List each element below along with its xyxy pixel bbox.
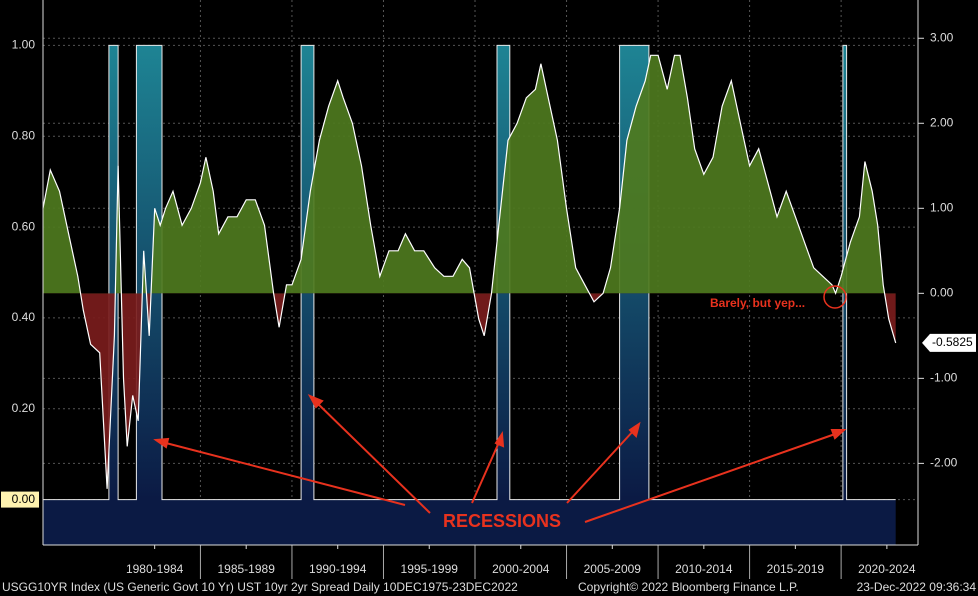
x-tick-label: 1990-1994: [309, 562, 367, 576]
y-tick-label: 0.80: [12, 128, 36, 142]
y-tick-label: 0.20: [12, 401, 36, 415]
x-tick-label: 2020-2024: [858, 562, 916, 576]
y2-tick-label: 0.00: [930, 286, 954, 300]
y-tick-highlight: [1, 491, 39, 508]
x-tick-label: 1985-1989: [217, 562, 275, 576]
x-tick-label: 2010-2014: [675, 562, 733, 576]
x-tick-label: 1980-1984: [126, 562, 184, 576]
footer-center: Copyright© 2022 Bloomberg Finance L.P.: [578, 580, 799, 594]
y2-tick-label: 1.00: [930, 200, 954, 214]
y2-tick-label: 3.00: [930, 30, 954, 44]
y2-tick-label: -2.00: [930, 456, 958, 470]
y-tick-label: 0.60: [12, 219, 36, 233]
last-value-label: -0.5825: [932, 335, 973, 349]
footer-right: 23-Dec-2022 09:36:34: [857, 580, 977, 594]
y2-tick-label: -1.00: [930, 371, 958, 385]
y-tick-label: 0.00: [12, 492, 36, 506]
x-tick-label: 2000-2004: [492, 562, 550, 576]
last-value-tag: [922, 333, 976, 352]
x-tick-label: 2015-2019: [767, 562, 825, 576]
annotation-circle: [823, 285, 847, 309]
arrows: [153, 393, 847, 523]
spread-area-positive: [43, 55, 885, 294]
annotation: Barely, but yep...: [710, 296, 805, 310]
x-tick-label: 1995-1999: [401, 562, 459, 576]
spread-area-negative: [43, 293, 896, 489]
recession-line: [43, 44, 896, 501]
x-tick-label: 2005-2009: [584, 562, 642, 576]
footer-left: USGG10YR Index (US Generic Govt 10 Yr) U…: [2, 580, 518, 594]
annotation: RECESSIONS: [443, 511, 561, 531]
y-tick-label: 0.40: [12, 310, 36, 324]
spread-line: [42, 54, 897, 489]
y2-tick-label: 2.00: [930, 115, 954, 129]
y-tick-label: 1.00: [12, 38, 36, 52]
